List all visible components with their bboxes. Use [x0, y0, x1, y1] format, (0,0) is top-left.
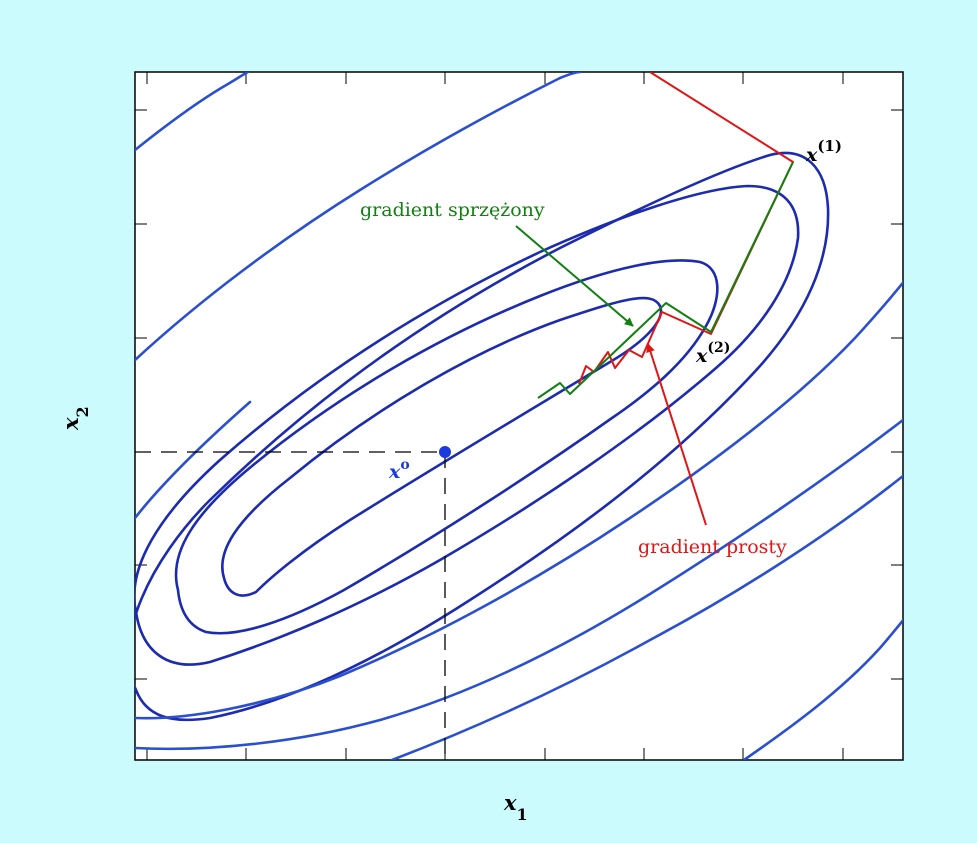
- conjugate-gradient-label: gradient sprzężony: [360, 199, 545, 221]
- contour-level-2: [174, 259, 719, 635]
- contour-lines: [135, 72, 903, 760]
- contour-outer-lower-1: [135, 418, 903, 751]
- contour-outer-upper-3: [135, 400, 252, 520]
- conjugate-gradient-arrow: [515, 225, 634, 327]
- contour-level-4: [135, 151, 830, 722]
- contour-level-3: [135, 184, 800, 666]
- point2-label: x(2): [695, 340, 730, 367]
- contour-outer-upper-2: [135, 72, 250, 152]
- contour-level-5: [135, 280, 903, 720]
- simple-gradient-arrow: [646, 343, 707, 526]
- x-axis-label: x1: [503, 790, 528, 824]
- point1-label: x(1): [805, 137, 842, 166]
- optimum-label: xo: [388, 457, 410, 483]
- y-axis-label: x2: [58, 406, 92, 431]
- contour-outer-upper-1: [135, 72, 582, 362]
- conjugate-gradient-path: [537, 161, 794, 399]
- optimum-point: [439, 446, 451, 458]
- contour-outer-lower-3: [742, 618, 903, 760]
- contour-outer-lower-2: [390, 474, 903, 760]
- axis-ticks: [135, 72, 903, 760]
- simple-gradient-label: gradient prosty: [638, 536, 787, 558]
